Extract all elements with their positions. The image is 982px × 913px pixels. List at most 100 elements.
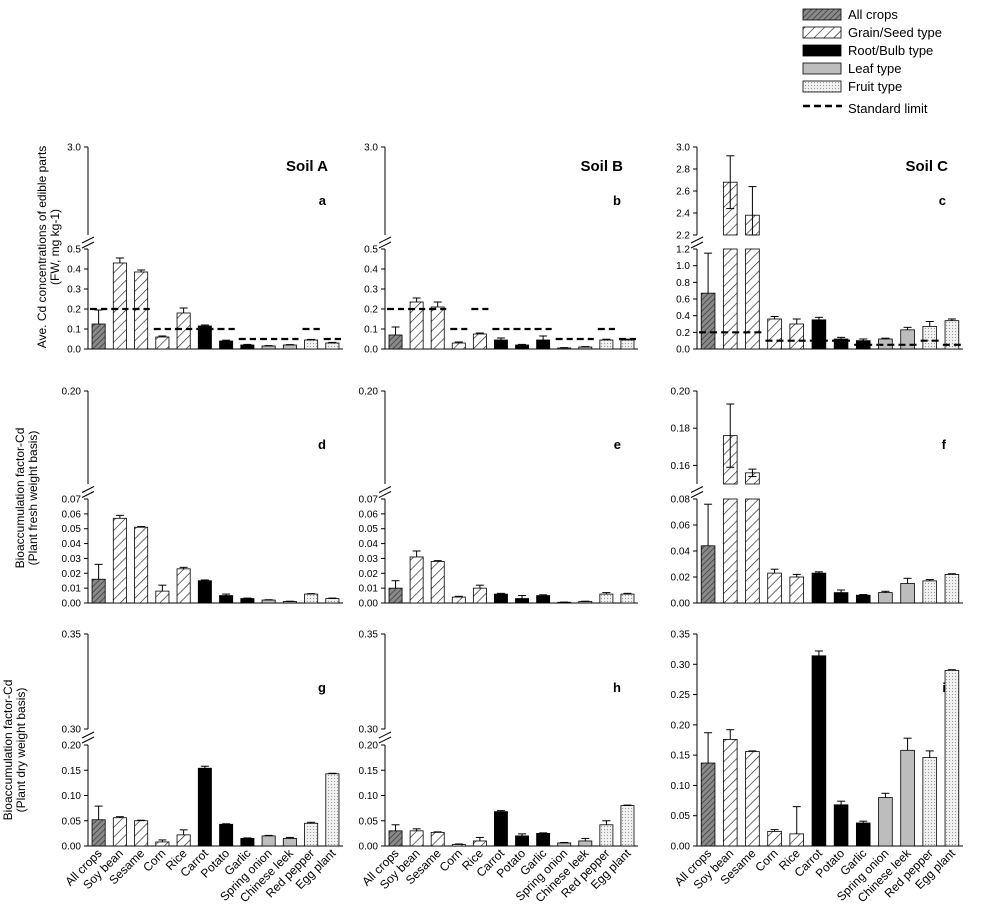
y-tick-label: 0.4 bbox=[67, 265, 81, 276]
bar bbox=[472, 587, 487, 604]
y-tick-label: 0.16 bbox=[671, 461, 691, 472]
axis-break-mark bbox=[378, 241, 392, 249]
y-tick-label: 0.15 bbox=[671, 751, 691, 762]
legend-label: Standard limit bbox=[848, 101, 928, 116]
bar bbox=[304, 822, 319, 847]
bar bbox=[494, 339, 508, 350]
panel-a: 0.0 0.1 0.2 0.3 0.4 0.5 3.0 Soil A a bbox=[67, 143, 343, 356]
panel-letter: h bbox=[613, 680, 621, 695]
bar bbox=[409, 830, 424, 847]
bar bbox=[176, 312, 191, 350]
y-tick-label: 0.35 bbox=[62, 630, 82, 641]
bar bbox=[536, 339, 551, 350]
y-tick-label: 0.04 bbox=[359, 539, 379, 550]
panel-c: 0.0 0.2 0.4 0.6 0.8 1.0 1.2 2.2 2.4 2.6 2.8 3.0 Soil… bbox=[676, 143, 963, 356]
y-tick-label: 0.15 bbox=[62, 766, 82, 777]
bar bbox=[282, 344, 297, 350]
axis-break-mark bbox=[81, 241, 95, 249]
bar bbox=[767, 572, 782, 604]
bar bbox=[833, 592, 849, 604]
y-tick-label: 0.05 bbox=[62, 816, 82, 827]
bar bbox=[388, 830, 403, 847]
bar bbox=[557, 347, 572, 350]
bar bbox=[578, 346, 593, 350]
bar bbox=[176, 834, 191, 847]
bar bbox=[620, 593, 635, 604]
bar bbox=[472, 840, 487, 847]
bar bbox=[811, 572, 827, 604]
bar bbox=[134, 271, 149, 350]
bar bbox=[91, 819, 106, 847]
bar bbox=[219, 595, 234, 604]
bar bbox=[922, 326, 938, 350]
bar bbox=[557, 842, 572, 847]
y-tick-label: 0.07 bbox=[62, 495, 82, 506]
bar bbox=[722, 498, 738, 604]
y-tick-label: 0.30 bbox=[62, 725, 82, 736]
panel-letter: f bbox=[942, 437, 947, 452]
bar bbox=[700, 292, 716, 350]
bar bbox=[745, 751, 760, 847]
y-tick-label: 0.07 bbox=[359, 495, 379, 506]
y-tick-label: 0.35 bbox=[359, 630, 379, 641]
bar bbox=[620, 339, 635, 350]
bar bbox=[112, 517, 127, 604]
y-tick-label: 3.0 bbox=[364, 143, 378, 154]
y-tick-label: 0.3 bbox=[364, 285, 378, 296]
panel-title: Soil C bbox=[905, 158, 948, 175]
bar bbox=[700, 545, 716, 604]
axis-break-mark bbox=[81, 236, 95, 244]
bar bbox=[240, 598, 255, 604]
bar bbox=[855, 822, 871, 847]
y-tick-label: 0.25 bbox=[671, 690, 691, 701]
bar bbox=[811, 655, 827, 847]
bar bbox=[451, 596, 466, 604]
row-ylabel-group: Bioaccumulation factor-Cd (Plant fresh we… bbox=[13, 428, 40, 569]
bar bbox=[112, 262, 127, 350]
legend-label: Grain/Seed type bbox=[848, 25, 942, 40]
bar bbox=[767, 318, 782, 350]
chart-panels: 0.0 0.1 0.2 0.3 0.4 0.5 3.0 Soil A a 0.0 0.1 0.2 0.3… bbox=[62, 143, 963, 905]
y-tick-label: 0.0 bbox=[676, 345, 690, 356]
y-tick-label: 0.03 bbox=[359, 554, 379, 565]
y-axis-label-unit: (Plant dry weight basis) bbox=[14, 688, 28, 813]
legend-swatch bbox=[802, 26, 842, 39]
bar bbox=[922, 580, 938, 604]
bar bbox=[833, 804, 849, 847]
bar bbox=[745, 498, 760, 604]
bar bbox=[155, 336, 170, 350]
row-ylabel-group: Ave. Cd concentrations of edible parts (F… bbox=[35, 146, 62, 349]
bar bbox=[878, 592, 893, 604]
y-tick-label: 0.0 bbox=[67, 345, 81, 356]
bar bbox=[219, 823, 234, 847]
bar bbox=[430, 831, 445, 847]
y-axis-label: Ave. Cd concentrations of edible parts bbox=[35, 146, 49, 349]
axis-break-mark bbox=[378, 731, 392, 739]
y-tick-label: 0.18 bbox=[671, 424, 691, 435]
y-tick-label: 0.4 bbox=[676, 311, 690, 322]
bar bbox=[261, 345, 276, 350]
panel-letter: e bbox=[614, 437, 621, 452]
bar bbox=[155, 841, 170, 847]
y-tick-label: 0.05 bbox=[359, 816, 379, 827]
y-tick-label: 0.5 bbox=[364, 245, 378, 256]
y-tick-label: 0.2 bbox=[67, 305, 81, 316]
legend-swatch bbox=[802, 44, 842, 57]
y-tick-label: 0.1 bbox=[364, 325, 378, 336]
bar bbox=[599, 824, 614, 847]
y-tick-label: 0.8 bbox=[676, 278, 690, 289]
y-tick-label: 0.04 bbox=[62, 539, 82, 550]
y-tick-label: 0.20 bbox=[359, 741, 379, 752]
bar bbox=[197, 580, 212, 604]
y-tick-label: 0.20 bbox=[62, 387, 82, 398]
bar bbox=[261, 599, 276, 604]
bar bbox=[878, 797, 893, 847]
y-tick-label: 2.6 bbox=[676, 187, 690, 198]
y-tick-label: 0.06 bbox=[62, 509, 82, 520]
bar bbox=[430, 306, 445, 350]
bar bbox=[134, 526, 149, 604]
y-tick-label: 0.10 bbox=[62, 791, 82, 802]
